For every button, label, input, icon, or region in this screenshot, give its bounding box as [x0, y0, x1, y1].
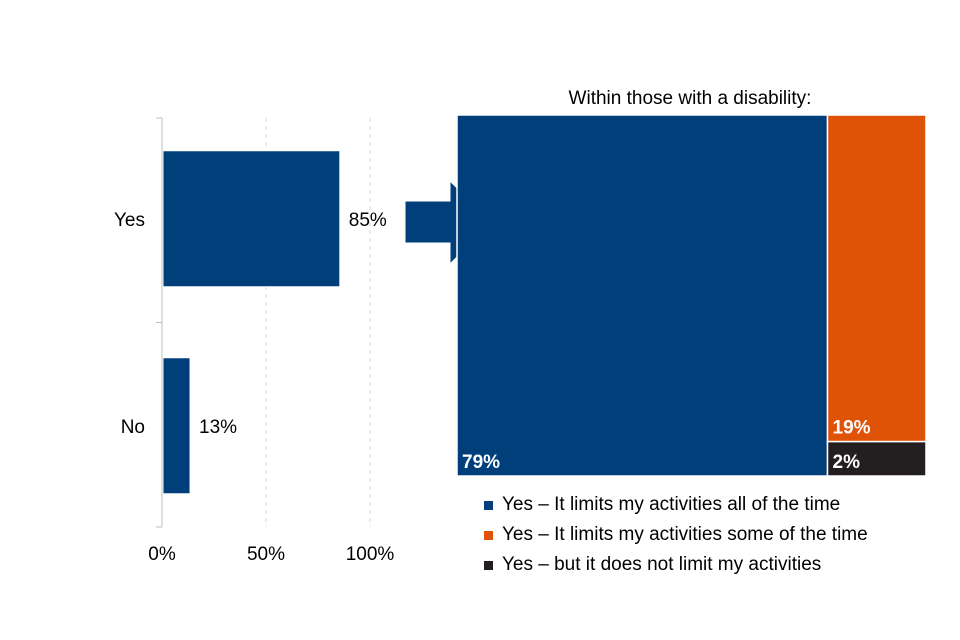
treemap-label: 19%	[833, 418, 871, 439]
legend-label: Yes – but it does not limit my activitie…	[502, 554, 822, 575]
category-label: No	[121, 417, 145, 438]
treemap-segment-not-limit	[826, 440, 927, 477]
x-tick-label: 0%	[148, 544, 176, 565]
treemap-label: 2%	[833, 452, 861, 473]
treemap-label: 79%	[462, 452, 500, 473]
legend-swatch-icon	[484, 560, 493, 570]
legend-swatch-icon	[484, 530, 493, 540]
x-tick-label: 50%	[247, 544, 285, 565]
bar-yes	[162, 150, 341, 288]
legend: Yes – It limits my activities all of the…	[484, 490, 868, 580]
legend-label: Yes – It limits my activities some of th…	[502, 524, 868, 545]
legend-item-not-limit: Yes – but it does not limit my activitie…	[484, 550, 868, 580]
treemap-title: Within those with a disability:	[569, 88, 812, 109]
bar-no	[162, 357, 191, 495]
legend-item-all-time: Yes – It limits my activities all of the…	[484, 490, 868, 520]
category-label: Yes	[114, 210, 145, 231]
legend-swatch-icon	[484, 500, 493, 510]
legend-label: Yes – It limits my activities all of the…	[502, 494, 841, 515]
legend-item-some-time: Yes – It limits my activities some of th…	[484, 520, 868, 550]
treemap-segment-some-time	[826, 114, 927, 443]
x-tick-label: 100%	[346, 544, 395, 565]
data-label: 13%	[199, 417, 237, 438]
treemap-segment-all-time	[456, 114, 829, 477]
data-label: 85%	[349, 210, 387, 231]
